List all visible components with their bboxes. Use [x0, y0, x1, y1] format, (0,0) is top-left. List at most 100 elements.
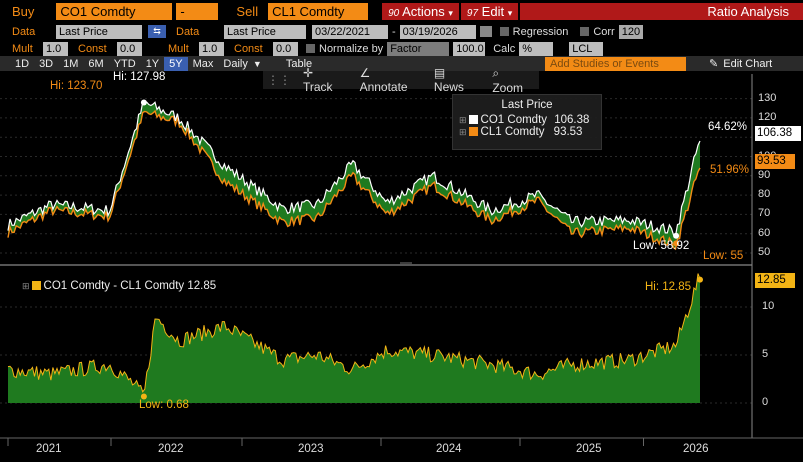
lower-legend[interactable]: ⊞ CO1 Comdty - CL1 Comdty 12.85	[22, 280, 216, 292]
period-1d[interactable]: 1D	[15, 57, 30, 70]
const1-label: Const	[78, 42, 107, 55]
period-5y[interactable]: 5Y	[164, 56, 188, 71]
legend-item-cl1[interactable]: ⊞ CL1 Comdty 93.53	[459, 126, 595, 138]
x-tick-label: 2025	[576, 443, 602, 455]
edit-num: 97	[466, 7, 479, 19]
mult2-field[interactable]: 1.0	[199, 41, 224, 56]
co1-value: 106.38	[554, 114, 590, 126]
normalize-checkbox[interactable]	[306, 44, 315, 53]
edit-button[interactable]: 97 Edit ▾	[460, 2, 519, 20]
mult2-label: Mult	[168, 42, 189, 55]
chevron-down-icon: ▾	[448, 7, 453, 18]
buy-ticker-field[interactable]: CO1 Comdty	[56, 2, 173, 20]
drag-handle-icon[interactable]: ⋮⋮	[267, 73, 291, 87]
y-tick-label: 130	[758, 91, 777, 104]
calc-label: Calc	[493, 42, 516, 55]
y-tick-label: 80	[758, 188, 771, 201]
zoom-label: Zoom	[492, 80, 524, 95]
regression-label: Regression	[512, 25, 569, 38]
chevron-down-icon: ▼	[252, 58, 262, 69]
calendar-icon[interactable]	[479, 26, 492, 37]
x-tick-label: 2023	[298, 443, 324, 455]
table-button[interactable]: Table	[285, 57, 313, 70]
end-date-field[interactable]: 03/19/2026	[399, 24, 476, 39]
const1-field[interactable]: 0.0	[117, 41, 142, 56]
toolbar-mult: Mult 1.0 Const 0.0 Mult 1.0 Const 0.0 No…	[0, 40, 803, 57]
data-label: Data	[12, 25, 36, 38]
pct-annotation-white: 64.62%	[708, 121, 748, 133]
crosshair-icon: ✛	[303, 66, 314, 80]
upper-legend[interactable]: Last Price ⊞ CO1 Comdty 106.38 ⊞ CL1 Comdt…	[452, 94, 602, 150]
toolbar-data: Data Last Price ⇆ Data Last Price 03/22/…	[0, 23, 803, 40]
lcl-dropdown[interactable]: LCL	[569, 41, 604, 56]
date-separator: -	[392, 25, 396, 38]
sell-label: Sell	[236, 3, 259, 19]
expand-icon[interactable]: ⊞	[22, 281, 30, 291]
calc-dropdown[interactable]: %	[519, 41, 554, 56]
edit-chart-button[interactable]: ✎ Edit Chart	[704, 57, 777, 71]
annotate-icon: ∠	[359, 66, 371, 80]
mult1-field[interactable]: 1.0	[43, 41, 68, 56]
y-tick-label: 5	[762, 348, 769, 360]
period-1m[interactable]: 1M	[63, 57, 79, 70]
chevron-down-icon: ▾	[507, 7, 513, 18]
period-ytd[interactable]: YTD	[113, 57, 136, 70]
normalize-dropdown[interactable]: Factor	[387, 41, 450, 56]
hi-annotation-orange: Hi: 123.70	[50, 80, 103, 92]
upper-grid	[0, 98, 752, 254]
low-marker-white	[673, 232, 680, 239]
lower-grid	[0, 306, 752, 404]
period-3d[interactable]: 3D	[39, 57, 54, 70]
spread-legend-label: CO1 Comdty - CL1 Comdty 12.85	[43, 280, 217, 292]
frequency-dropdown[interactable]: Daily ▼	[218, 57, 266, 71]
spread-swatch	[31, 281, 41, 291]
y-tick-label: 10	[762, 300, 775, 312]
swap-icon[interactable]: ⇆	[148, 25, 166, 38]
title-bar	[520, 2, 803, 20]
hi-marker	[140, 99, 147, 106]
track-button[interactable]: ✛ Track	[295, 66, 352, 94]
hi-annotation-white: Hi: 127.98	[113, 71, 166, 83]
y-tick-label: 90	[758, 168, 771, 181]
corr-checkbox[interactable]	[580, 27, 590, 36]
period-6m[interactable]: 6M	[88, 57, 104, 70]
corr-window-field[interactable]: 120	[618, 24, 643, 39]
spread-area	[8, 273, 700, 403]
data1-dropdown[interactable]: Last Price	[56, 24, 142, 39]
chart-tools: ⋮⋮ ✛ Track ∠ Annotate ▤ News ⌕ Zoom	[263, 66, 539, 95]
data2-dropdown[interactable]: Last Price	[224, 24, 306, 39]
news-button[interactable]: ▤ News	[426, 66, 484, 94]
sell-ticker-field[interactable]: CL1 Comdty	[268, 2, 369, 20]
actions-label: Actions	[402, 3, 445, 19]
edit-chart-label: Edit Chart	[723, 57, 773, 70]
buy-dash-dropdown[interactable]: -	[176, 2, 219, 20]
spread-hi-marker	[697, 276, 703, 283]
annotate-label: Annotate	[359, 80, 408, 94]
y-tick-label: 70	[758, 207, 771, 220]
co1-swatch	[468, 115, 478, 125]
period-1y[interactable]: 1Y	[145, 57, 160, 70]
y-tick-label: 60	[758, 226, 771, 239]
x-tick-label: 2022	[158, 443, 184, 455]
edit-label: Edit	[481, 3, 505, 19]
regression-checkbox[interactable]	[499, 27, 509, 36]
const2-label: Const	[234, 42, 263, 55]
const2-field[interactable]: 0.0	[273, 41, 298, 56]
legend-item-co1[interactable]: ⊞ CO1 Comdty 106.38	[459, 114, 595, 126]
expand-icon[interactable]: ⊞	[459, 115, 467, 125]
zoom-button[interactable]: ⌕ Zoom	[484, 66, 539, 95]
period-max[interactable]: Max	[192, 57, 214, 70]
pencil-icon: ✎	[709, 57, 719, 70]
start-date-field[interactable]: 03/22/2021	[312, 24, 388, 39]
expand-icon[interactable]: ⊞	[459, 127, 467, 137]
legend-title: Last Price	[501, 99, 553, 111]
magnifier-icon: ⌕	[492, 65, 500, 80]
cl1-swatch	[468, 127, 478, 137]
track-label: Track	[303, 80, 333, 94]
actions-button[interactable]: 90 Actions ▾	[382, 2, 459, 20]
annotate-button[interactable]: ∠ Annotate	[352, 66, 426, 94]
low-annotation-white: Low: 58.92	[633, 240, 690, 252]
add-studies-input[interactable]: Add Studies or Events	[545, 56, 686, 71]
last-price-tag-cl1: 93.53	[755, 154, 795, 169]
factor-field[interactable]: 100.0	[453, 41, 486, 56]
